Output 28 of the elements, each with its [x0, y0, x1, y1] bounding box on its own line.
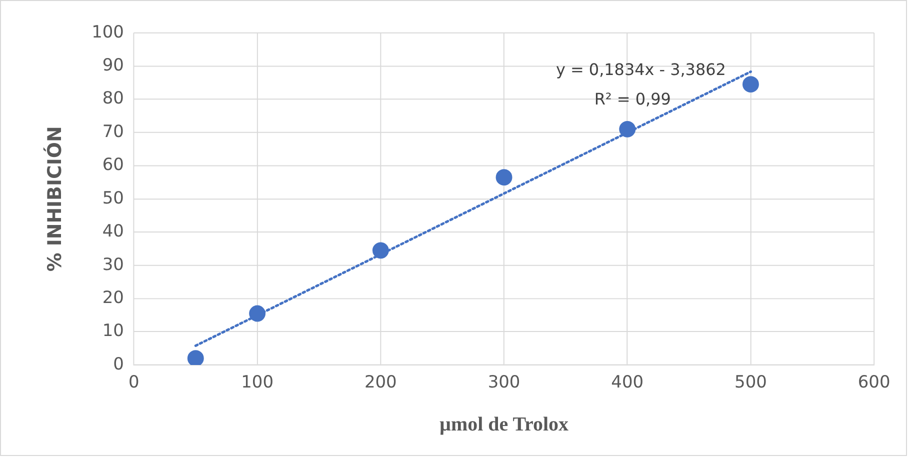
y-tick-label: 20 [102, 286, 124, 307]
annotation: y = 0,1834x - 3,3862 [556, 60, 726, 79]
y-tick-label: 80 [102, 88, 124, 108]
y-tick-label: 100 [92, 21, 124, 42]
x-tick-label: 0 [128, 372, 140, 392]
x-tick-label: 500 [734, 372, 767, 392]
y-tick-label: 50 [102, 187, 124, 208]
point [249, 305, 266, 322]
y-tick-label: 70 [102, 120, 124, 141]
x-tick-label: 400 [611, 372, 644, 392]
y-tick-label: 60 [102, 154, 124, 174]
y-axis-title: % INHIBICIÓN [43, 126, 66, 272]
point [372, 242, 389, 259]
y-tick-label: 10 [102, 320, 124, 340]
x-tick-label: 100 [241, 372, 274, 392]
x-axis-title: µmol de Trolox [440, 413, 569, 436]
y-tick-label: 30 [102, 254, 124, 274]
point [619, 120, 636, 138]
y-tick-label: 0 [113, 353, 124, 374]
point [742, 76, 759, 93]
annotation: R² = 0,99 [594, 90, 671, 109]
x-tick-label: 300 [488, 372, 520, 392]
point [187, 350, 204, 365]
x-tick-label: 600 [858, 372, 890, 392]
point [496, 169, 512, 186]
x-tick-label: 200 [364, 372, 397, 392]
y-tick-label: 90 [102, 54, 124, 74]
y-tick-label: 40 [102, 220, 124, 241]
